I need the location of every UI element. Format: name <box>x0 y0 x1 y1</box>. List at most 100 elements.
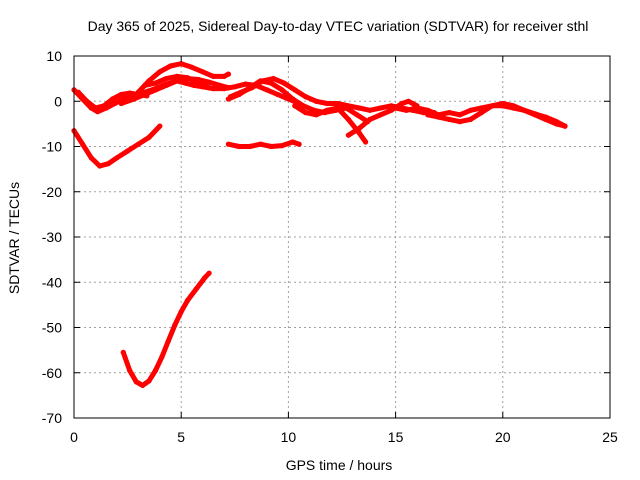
data-point <box>290 139 296 145</box>
data-point <box>335 105 341 111</box>
data-point <box>345 116 351 122</box>
data-point <box>367 116 373 122</box>
data-point <box>174 73 180 79</box>
data-point <box>142 91 148 98</box>
data-point <box>489 103 495 109</box>
data-point <box>163 82 169 88</box>
data-point <box>425 112 431 118</box>
data-point <box>399 100 405 107</box>
y-tick-label: -30 <box>42 229 62 245</box>
data-point <box>172 322 178 328</box>
data-point <box>152 87 159 93</box>
data-point <box>275 91 281 98</box>
data-point <box>521 107 527 113</box>
data-point <box>206 270 212 276</box>
data-point <box>403 107 409 113</box>
data-point <box>101 103 107 109</box>
data-point <box>356 125 362 131</box>
series-arc-9 <box>345 98 420 138</box>
data-point <box>457 112 463 118</box>
x-axis-label: GPS time / hours <box>286 457 393 473</box>
data-point <box>303 94 309 100</box>
data-point <box>388 107 394 113</box>
y-tick-label: 10 <box>46 48 62 64</box>
data-point <box>195 80 201 86</box>
data-point <box>279 143 285 149</box>
series-arc-13 <box>225 139 302 150</box>
data-point <box>543 116 549 122</box>
data-point <box>110 96 116 102</box>
data-point <box>225 71 231 77</box>
data-point <box>435 114 442 120</box>
data-point <box>303 110 309 116</box>
series-arc-5 <box>142 73 212 91</box>
data-point <box>425 107 431 113</box>
data-point <box>206 79 212 85</box>
data-point <box>446 110 452 116</box>
data-point <box>185 297 191 303</box>
data-point <box>247 143 253 150</box>
data-point <box>268 143 274 150</box>
data-point <box>112 100 118 107</box>
data-point <box>97 163 103 169</box>
data-point <box>178 61 184 67</box>
data-point <box>290 96 296 102</box>
data-point <box>313 98 319 104</box>
data-point <box>120 349 126 355</box>
x-tick-label: 5 <box>177 429 185 445</box>
data-point <box>157 69 163 75</box>
data-point <box>562 123 568 129</box>
data-point <box>532 112 538 118</box>
y-tick-label: -50 <box>42 320 62 336</box>
data-point <box>225 141 231 147</box>
y-tick-label: -60 <box>42 365 62 381</box>
data-point <box>157 123 163 129</box>
data-point <box>152 80 159 86</box>
data-point <box>140 382 146 388</box>
data-point <box>281 80 287 86</box>
data-point <box>468 116 474 122</box>
data-point <box>92 105 98 111</box>
series-arc-4 <box>135 61 231 95</box>
data-point <box>236 91 242 98</box>
series-line <box>71 123 163 169</box>
data-point <box>225 85 231 91</box>
y-tick-label: -40 <box>42 274 62 290</box>
data-point <box>292 103 298 109</box>
series-arc-14 <box>120 270 212 388</box>
data-point <box>356 105 362 111</box>
data-point <box>257 141 264 147</box>
x-tick-label: 20 <box>495 429 511 445</box>
data-point <box>127 90 133 96</box>
data-point <box>242 81 249 87</box>
data-point <box>210 86 216 92</box>
data-point <box>313 112 319 118</box>
data-point <box>133 379 139 385</box>
x-tick-label: 25 <box>602 429 618 445</box>
y-tick-label: -70 <box>42 410 62 426</box>
data-point <box>405 98 412 104</box>
data-point <box>206 85 212 91</box>
series-arc-11 <box>425 100 568 129</box>
data-point <box>335 100 341 107</box>
data-point <box>75 89 81 95</box>
x-tick-label: 10 <box>281 429 297 445</box>
y-axis-label: SDTVAR / TECUs <box>6 182 22 294</box>
data-point <box>510 103 517 109</box>
data-point <box>343 105 349 111</box>
series-arc-12 <box>71 123 163 169</box>
data-point <box>125 148 131 154</box>
y-tick-label: -20 <box>42 184 62 200</box>
data-point <box>142 82 148 88</box>
series-line <box>135 61 231 95</box>
data-point <box>174 78 180 84</box>
data-point <box>118 100 124 107</box>
data-point <box>159 354 165 360</box>
data-point <box>468 107 474 113</box>
data-point <box>146 378 152 384</box>
data-point <box>478 110 484 116</box>
data-point <box>152 367 159 374</box>
data-point <box>127 367 133 374</box>
data-point <box>446 116 452 122</box>
